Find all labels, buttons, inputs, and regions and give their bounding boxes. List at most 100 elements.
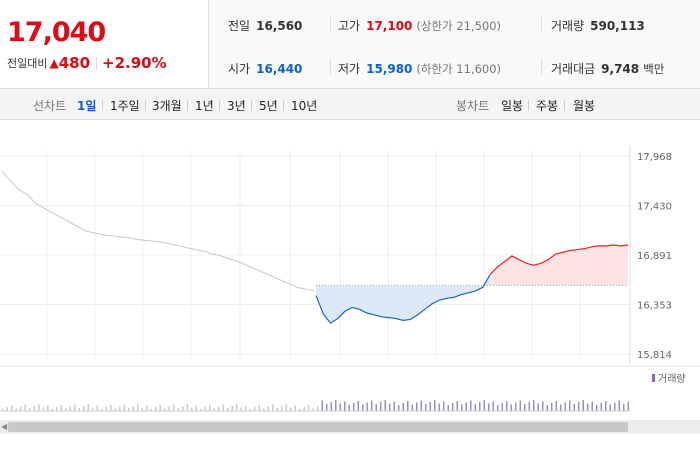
volume-bar — [33, 406, 35, 411]
stat-value: 15,980 — [366, 62, 413, 76]
volume-bar — [443, 401, 445, 411]
volume-bar — [618, 400, 620, 411]
volume-bar — [492, 401, 494, 411]
volume-bar — [501, 403, 503, 411]
candle-weekly[interactable]: 주봉 — [536, 99, 559, 113]
stat-low: 저가 15,980 (하한가 11,600) — [338, 60, 501, 77]
volume-bar — [159, 405, 161, 411]
divider — [283, 100, 284, 111]
volume-bar — [569, 400, 571, 411]
volume-bar — [393, 401, 395, 411]
volume-bar — [555, 401, 557, 411]
volume-bar — [222, 404, 224, 411]
volume-bar — [155, 407, 157, 411]
volume-bar — [546, 405, 548, 411]
divider — [251, 100, 252, 111]
volume-bar — [290, 407, 292, 411]
volume-bar — [573, 404, 575, 411]
price-change: 전일대비 ▲ 480 +2.90% — [7, 54, 167, 72]
volume-bar — [303, 407, 305, 411]
divider — [330, 60, 331, 74]
volume-bar — [186, 404, 188, 411]
volume-bar — [506, 401, 508, 411]
volume-bar — [38, 404, 40, 411]
volume-bar — [416, 402, 418, 411]
volume-bar — [78, 408, 80, 411]
candle-chart-label: 봉차트 — [456, 99, 490, 113]
volume-bar — [110, 405, 112, 411]
up-triangle-icon: ▲ — [49, 56, 59, 70]
volume-bar — [456, 401, 458, 411]
volume-bar — [420, 400, 422, 411]
candle-monthly[interactable]: 월봉 — [573, 99, 596, 113]
stat-value: 16,440 — [256, 62, 303, 76]
volume-bar — [483, 400, 485, 411]
volume-bar — [353, 403, 355, 411]
volume-bar — [209, 405, 211, 411]
scroll-left-icon[interactable]: ◀ — [1, 422, 8, 431]
volume-bar — [312, 408, 314, 411]
volume-bar — [87, 404, 89, 411]
period-1w[interactable]: 1주일 — [110, 99, 140, 113]
divider — [330, 17, 331, 31]
volume-bar — [182, 406, 184, 411]
volume-bar — [465, 402, 467, 411]
stat-value: 16,560 — [256, 19, 303, 33]
volume-bar — [227, 408, 229, 411]
volume-bar — [231, 406, 233, 411]
volume-bar — [213, 408, 215, 411]
volume-bar — [564, 402, 566, 411]
upper-limit: (상한가 21,500) — [416, 19, 502, 33]
scroll-thumb[interactable] — [8, 422, 628, 432]
divider — [541, 60, 542, 74]
volume-bar — [317, 406, 319, 411]
y-tick-label: 15,814 — [637, 350, 672, 361]
candle-daily[interactable]: 일봉 — [501, 99, 524, 113]
volume-bar — [83, 406, 85, 411]
period-10y[interactable]: 10년 — [291, 99, 318, 113]
volume-bar — [380, 402, 382, 411]
volume-bar — [204, 407, 206, 411]
volume-bar — [285, 404, 287, 411]
volume-bar — [299, 409, 301, 411]
period-3m[interactable]: 3개월 — [152, 99, 182, 113]
volume-bar — [434, 400, 436, 411]
volume-bar — [627, 402, 629, 411]
up-line — [489, 244, 629, 275]
volume-bar — [591, 401, 593, 411]
y-tick-label: 17,430 — [637, 201, 672, 212]
volume-bar — [15, 408, 17, 411]
divider — [145, 100, 146, 111]
volume-bar — [240, 407, 242, 411]
volume-bar — [11, 405, 13, 411]
stat-trade-amount: 거래대금 9,748 백만 — [551, 60, 664, 77]
change-value: 480 — [58, 54, 91, 72]
volume-bar — [276, 408, 278, 411]
volume-bar — [177, 408, 179, 411]
prev-day-line — [1, 171, 315, 292]
volume-bar — [344, 401, 346, 411]
lower-limit: (하한가 11,600) — [416, 62, 502, 76]
period-1y[interactable]: 1년 — [195, 99, 214, 113]
volume-bar — [321, 400, 323, 411]
period-3y[interactable]: 3년 — [227, 99, 246, 113]
volume-bar — [537, 403, 539, 411]
volume-bar — [146, 405, 148, 411]
volume-bar — [429, 402, 431, 411]
volume-bar — [551, 403, 553, 411]
divider — [96, 56, 98, 70]
y-tick-label: 16,353 — [637, 300, 672, 311]
volume-bar — [497, 405, 499, 411]
period-5y[interactable]: 5년 — [259, 99, 278, 113]
price-chart: 17,968 17,430 16,891 16,353 15,814 거래량 — [0, 121, 700, 450]
volume-legend-label: 거래량 — [658, 373, 686, 385]
volume-bar — [236, 404, 238, 411]
volume-bar — [47, 405, 49, 411]
period-1d[interactable]: 1일 — [77, 99, 97, 113]
volume-bar — [411, 404, 413, 411]
stat-label: 저가 — [338, 62, 361, 76]
chart-scrollbar[interactable]: ◀ — [0, 420, 700, 434]
volume-bar — [524, 404, 526, 411]
volume-bar — [362, 404, 364, 411]
volume-bar — [137, 404, 139, 411]
